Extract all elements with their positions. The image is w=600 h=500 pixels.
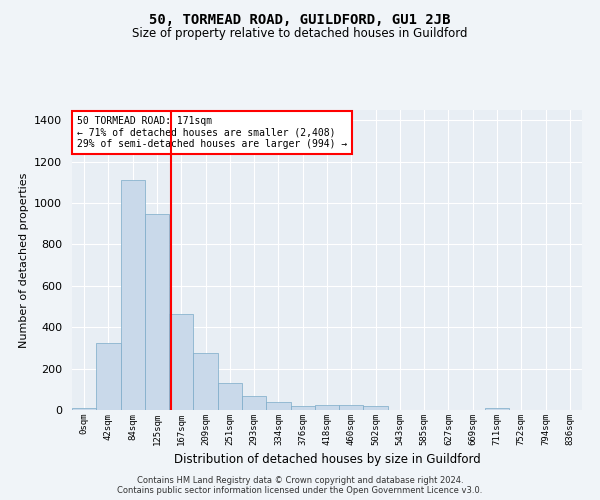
Bar: [145, 214, 169, 410]
Bar: [121, 180, 145, 410]
Bar: [266, 402, 290, 410]
Text: Size of property relative to detached houses in Guildford: Size of property relative to detached ho…: [132, 28, 468, 40]
Bar: [339, 405, 364, 410]
Bar: [364, 406, 388, 410]
Text: Contains HM Land Registry data © Crown copyright and database right 2024.: Contains HM Land Registry data © Crown c…: [137, 476, 463, 485]
Bar: [72, 408, 96, 410]
Bar: [315, 405, 339, 410]
Bar: [193, 353, 218, 410]
Bar: [290, 406, 315, 410]
Text: 50, TORMEAD ROAD, GUILDFORD, GU1 2JB: 50, TORMEAD ROAD, GUILDFORD, GU1 2JB: [149, 12, 451, 26]
Bar: [96, 343, 121, 410]
Bar: [242, 396, 266, 410]
Bar: [485, 408, 509, 410]
Text: Contains public sector information licensed under the Open Government Licence v3: Contains public sector information licen…: [118, 486, 482, 495]
Bar: [169, 314, 193, 410]
Y-axis label: Number of detached properties: Number of detached properties: [19, 172, 29, 348]
X-axis label: Distribution of detached houses by size in Guildford: Distribution of detached houses by size …: [173, 454, 481, 466]
Bar: [218, 383, 242, 410]
Text: 50 TORMEAD ROAD: 171sqm
← 71% of detached houses are smaller (2,408)
29% of semi: 50 TORMEAD ROAD: 171sqm ← 71% of detache…: [77, 116, 347, 149]
